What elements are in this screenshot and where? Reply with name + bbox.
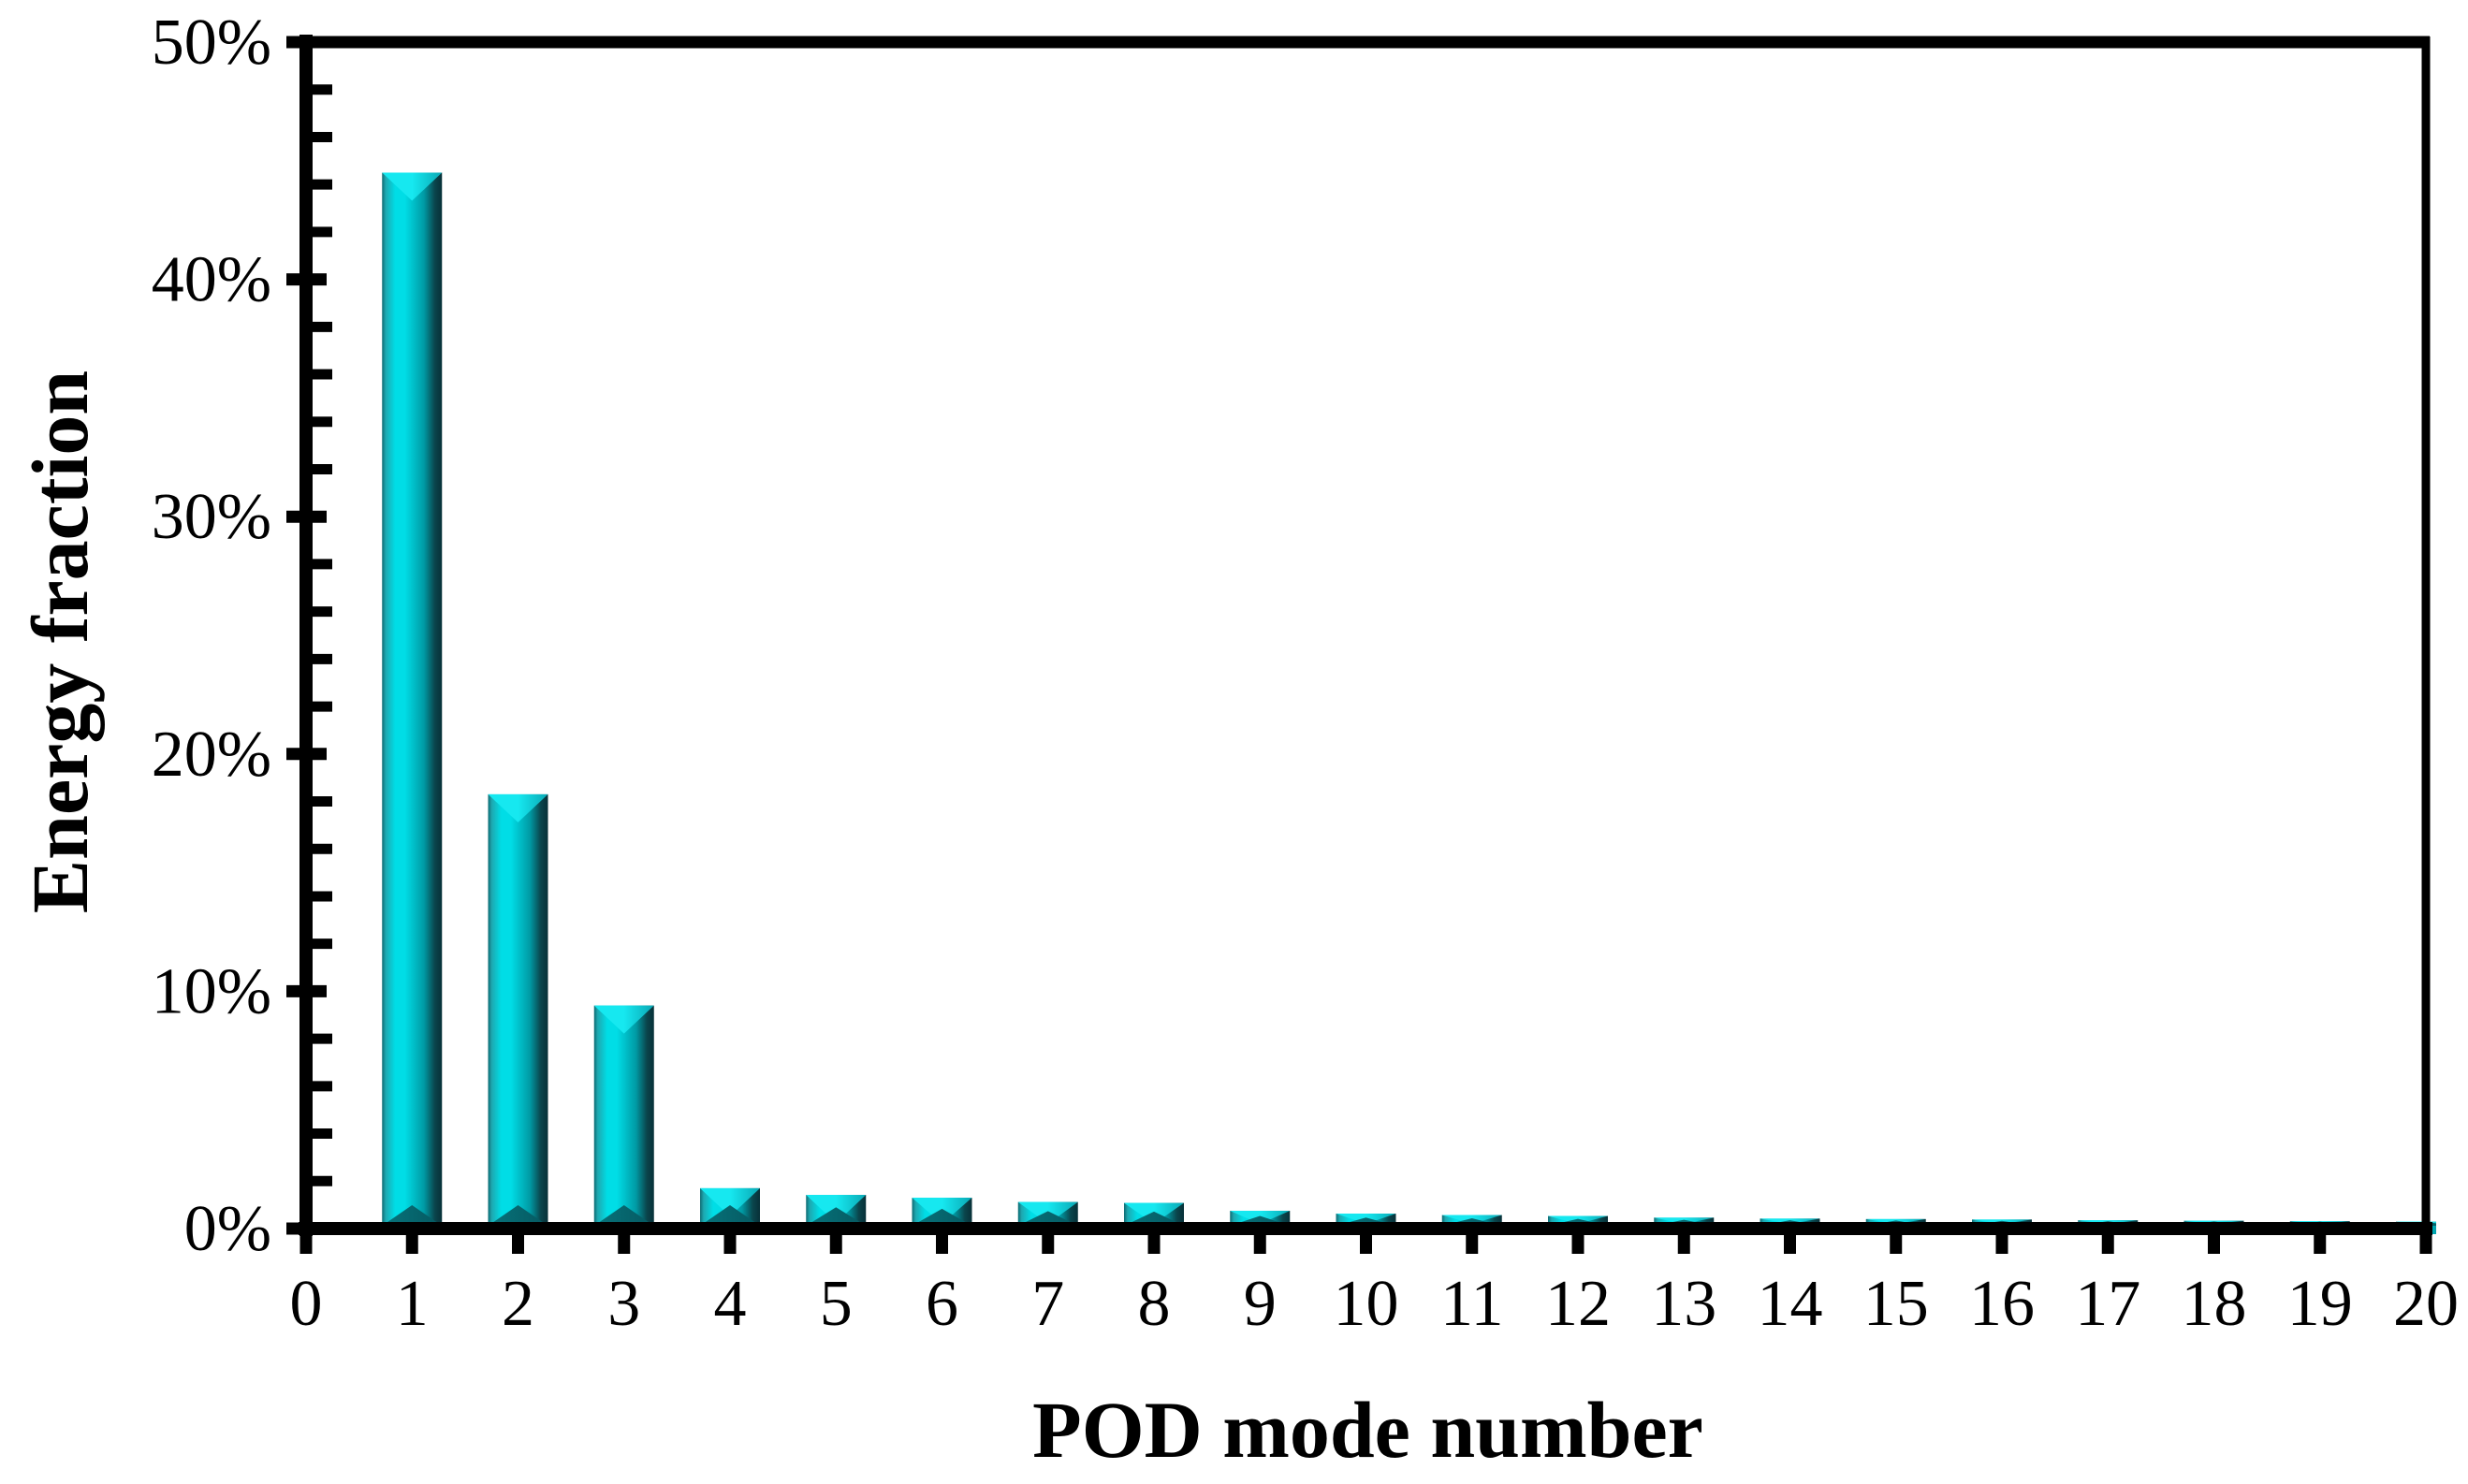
- bar-bottom-bevel: [382, 1205, 443, 1226]
- y-tick-label-20%: 20%: [152, 719, 271, 791]
- bar-top-bevel: [593, 1005, 654, 1034]
- y-tick-label-0%: 0%: [184, 1193, 271, 1265]
- x-tick-label-2: 2: [502, 1268, 534, 1340]
- x-axis-title: POD mode number: [1032, 1385, 1703, 1475]
- x-tick-label-4: 4: [714, 1268, 747, 1340]
- bar-bottom-bevel: [488, 1205, 548, 1226]
- x-tick-label-13: 13: [1651, 1268, 1716, 1340]
- y-tick-label-40%: 40%: [152, 244, 271, 316]
- bar-bottom-bevel: [593, 1205, 654, 1226]
- y-tick-label-30%: 30%: [152, 481, 271, 553]
- x-tick-label-14: 14: [1758, 1268, 1823, 1340]
- x-tick-label-11: 11: [1440, 1268, 1503, 1340]
- bar-body: [593, 1005, 654, 1234]
- x-tick-label-9: 9: [1244, 1268, 1277, 1340]
- x-tick-label-17: 17: [2075, 1268, 2140, 1340]
- x-tick-label-7: 7: [1031, 1268, 1064, 1340]
- x-tick-label-5: 5: [820, 1268, 853, 1340]
- bar-top-bevel: [700, 1187, 760, 1216]
- bar-mode-1: [382, 172, 443, 1235]
- bars-group: [382, 172, 2436, 1235]
- x-tick-label-6: 6: [926, 1268, 958, 1340]
- x-tick-label-20: 20: [2393, 1268, 2459, 1340]
- bar-body: [382, 172, 443, 1235]
- x-tick-label-19: 19: [2287, 1268, 2353, 1340]
- x-tick-label-8: 8: [1138, 1268, 1171, 1340]
- x-tick-label-3: 3: [607, 1268, 640, 1340]
- bar-top-bevel: [488, 793, 548, 822]
- bar-top-bevel: [382, 172, 443, 201]
- bar-bottom-bevel: [806, 1207, 867, 1226]
- y-tick-label-10%: 10%: [152, 955, 271, 1027]
- x-tick-label-1: 1: [396, 1268, 429, 1340]
- x-tick-label-16: 16: [1969, 1268, 2035, 1340]
- bar-mode-3: [593, 1005, 654, 1234]
- bar-body: [488, 793, 548, 1234]
- x-tick-label-15: 15: [1863, 1268, 1929, 1340]
- bar-bottom-bevel: [700, 1205, 760, 1226]
- bar-bottom-bevel: [912, 1208, 972, 1226]
- bar-mode-2: [488, 793, 548, 1234]
- x-tick-label-0: 0: [290, 1268, 323, 1340]
- y-axis-title: Energy fraction: [15, 370, 105, 914]
- x-tick-label-18: 18: [2182, 1268, 2247, 1340]
- x-tick-label-10: 10: [1334, 1268, 1399, 1340]
- x-tick-label-12: 12: [1545, 1268, 1611, 1340]
- y-tick-label-50%: 50%: [152, 7, 271, 79]
